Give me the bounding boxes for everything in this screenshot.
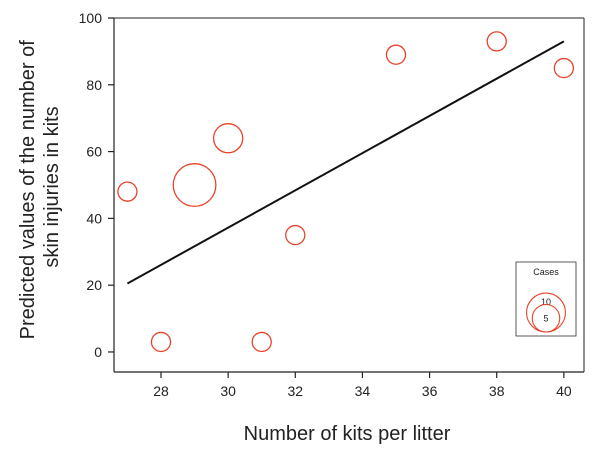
data-points [117, 31, 575, 353]
y-tick-label: 80 [86, 77, 102, 93]
legend-size-label: 5 [543, 313, 548, 323]
data-point [285, 224, 306, 246]
x-tick-label: 32 [287, 383, 303, 399]
trend-line-group [126, 40, 565, 285]
y-tick-label: 40 [86, 210, 102, 226]
legend-box [515, 261, 577, 337]
y-tick-label: 0 [94, 344, 102, 360]
legend-title: Cases [533, 267, 559, 277]
x-tick-label: 38 [489, 383, 505, 399]
y-axis-label-line-2: skin injuries in kits [41, 106, 63, 267]
y-axis-label-line-1: Predicted values of the number of [17, 40, 39, 340]
y-axis-label: Predicted values of the number of skin i… [17, 35, 63, 340]
x-tick-label: 40 [556, 383, 572, 399]
data-point [150, 331, 172, 353]
x-tick-label: 36 [422, 383, 438, 399]
y-tick-label: 20 [86, 277, 102, 293]
y-tick-label: 60 [86, 144, 102, 160]
data-point [117, 181, 138, 202]
y-tick-label: 100 [79, 10, 103, 26]
x-tick-label: 30 [220, 383, 236, 399]
data-point [553, 57, 575, 79]
data-point [251, 331, 272, 353]
trend-line [126, 40, 565, 285]
legend-size-circle [531, 303, 561, 333]
legend: Cases 10 5 [515, 261, 577, 337]
data-point [486, 31, 507, 52]
data-point [385, 44, 407, 65]
legend-size-label: 10 [541, 297, 551, 307]
data-point [172, 163, 217, 207]
x-tick-label: 28 [153, 383, 169, 399]
x-axis-label: Number of kits per litter [244, 423, 451, 445]
data-point [212, 123, 244, 154]
x-tick-label: 34 [355, 383, 371, 399]
axes: 28 30 32 34 36 38 40 0 20 40 60 80 100 [79, 10, 585, 399]
